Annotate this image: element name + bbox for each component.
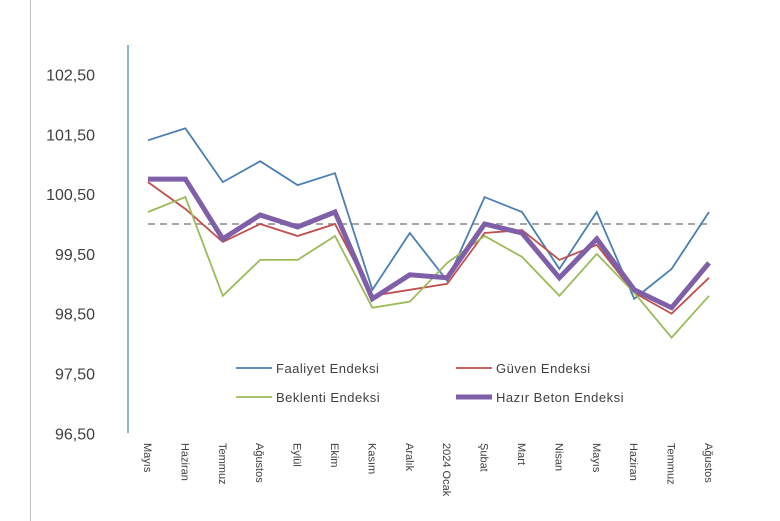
legend-label: Beklenti Endeksi [276,390,380,405]
x-tick-label: 2024 Ocak [440,443,452,497]
x-tick-label: Aralık [403,443,415,472]
y-tick-label: 100,50 [46,187,95,204]
x-tick-label: Şubat [478,443,490,472]
x-tick-label: Haziran [178,443,190,481]
x-tick-label: Mart [515,443,527,465]
x-tick-label: Haziran [627,443,639,481]
frame-left-border [30,0,31,521]
x-tick-label: Ağustos [702,443,714,483]
series-lines [147,127,711,339]
x-tick-label: Kasım [365,443,377,474]
y-tick-label: 98,50 [55,307,95,324]
plot-background [30,0,780,521]
x-tick-label: Mayıs [141,443,153,473]
y-tick-label: 96,50 [55,426,95,443]
series-line-3 [147,195,710,339]
legend-label: Hazır Beton Endeksi [496,390,624,405]
y-tick-label: 99,50 [55,247,95,264]
series-line-2 [147,181,710,315]
series-line-1 [147,127,710,301]
x-tick-label: Ekim [328,443,340,467]
x-tick-label: Ağustos [253,443,265,483]
x-tick-label: Mayıs [590,443,602,473]
series-line-4 [148,176,711,311]
legend: Faaliyet Endeksi Güven Endeksi Beklenti En… [236,361,624,405]
y-tick-label: 102,50 [46,68,95,85]
y-axis-tick-labels: 102,50 101,50 100,50 99,50 98,50 97,50 96,50 [46,68,95,444]
x-axis-tick-labels: Mayıs Haziran Temmuz Ağustos Eylül Ekim Kasım A… [141,443,714,497]
y-tick-label: 97,50 [55,367,95,384]
x-tick-label: Temmuz [665,443,677,485]
y-tick-label: 101,50 [46,127,95,144]
x-tick-label: Nisan [552,443,564,471]
legend-label: Faaliyet Endeksi [276,361,379,376]
legend-label: Güven Endeksi [496,361,591,376]
x-tick-label: Eylül [291,443,303,467]
x-tick-label: Temmuz [216,443,228,485]
